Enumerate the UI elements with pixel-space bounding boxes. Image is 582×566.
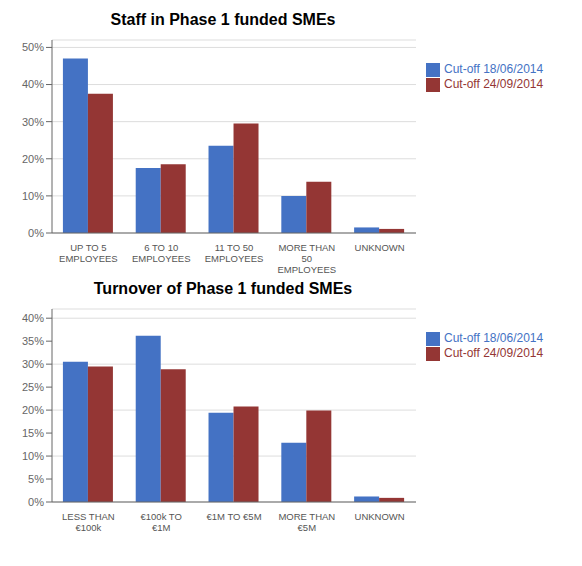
- svg-text:5%: 5%: [28, 473, 44, 485]
- svg-text:11 TO 50EMPLOYEES: 11 TO 50EMPLOYEES: [205, 242, 264, 264]
- svg-text:€100k TO€1M: €100k TO€1M: [141, 511, 182, 533]
- svg-text:UNKNOWN: UNKNOWN: [355, 242, 405, 253]
- html-text:Cut-off 24/09/2014: Cut-off 24/09/2014: [444, 345, 544, 360]
- svg-text:10%: 10%: [22, 450, 44, 462]
- html-text:Cut-off 18/06/2014: Cut-off 18/06/2014: [444, 62, 544, 76]
- svg-text:20%: 20%: [22, 153, 44, 165]
- svg-text:25%: 25%: [22, 381, 44, 393]
- svg-text:0%: 0%: [28, 227, 44, 239]
- svg-text:35%: 35%: [22, 335, 44, 347]
- svg-text:50%: 50%: [22, 41, 44, 53]
- html-text:Turnover of Phase 1 funded SME: Turnover of Phase 1 funded SMEs: [93, 280, 353, 297]
- svg-text:30%: 30%: [22, 358, 44, 370]
- svg-text:UNKNOWN: UNKNOWN: [355, 511, 405, 522]
- svg-text:6 TO 10EMPLOYEES: 6 TO 10EMPLOYEES: [132, 242, 191, 264]
- svg-text:15%: 15%: [22, 427, 44, 439]
- svg-text:0%: 0%: [28, 496, 44, 508]
- svg-text:10%: 10%: [22, 190, 44, 202]
- svg-text:MORE THAN50EMPLOYEES: MORE THAN50EMPLOYEES: [277, 242, 336, 275]
- svg-text:30%: 30%: [22, 116, 44, 128]
- svg-text:40%: 40%: [22, 78, 44, 90]
- html-text:Staff in Phase 1 funded SMEs: Staff in Phase 1 funded SMEs: [110, 11, 336, 28]
- html-text:Cut-off 24/09/2014: Cut-off 24/09/2014: [444, 76, 544, 91]
- svg-text:LESS THAN€100k: LESS THAN€100k: [62, 511, 115, 533]
- html-text:Cut-off 18/06/2014: Cut-off 18/06/2014: [444, 331, 544, 345]
- svg-text:UP TO 5EMPLOYEES: UP TO 5EMPLOYEES: [59, 242, 118, 264]
- svg-text:20%: 20%: [22, 404, 44, 416]
- svg-text:40%: 40%: [22, 312, 44, 324]
- svg-text:MORE THAN€5M: MORE THAN€5M: [278, 511, 335, 533]
- svg-text:€1M TO €5M: €1M TO €5M: [206, 511, 261, 522]
